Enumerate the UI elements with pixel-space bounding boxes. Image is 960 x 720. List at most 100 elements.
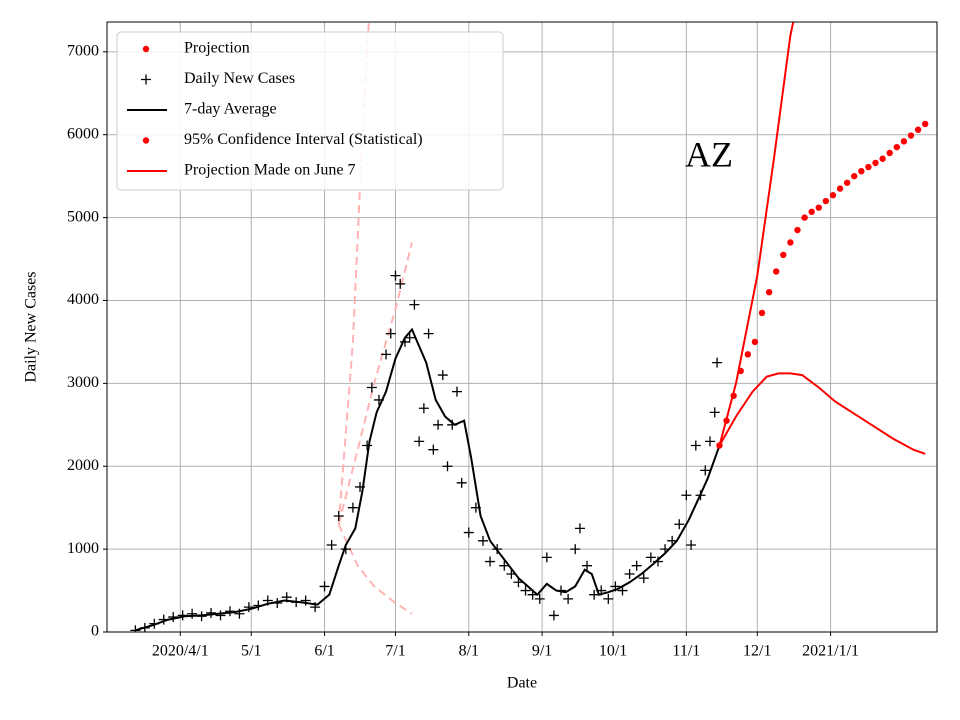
x-tick-label: 5/1	[241, 643, 261, 660]
case-marker	[347, 502, 358, 513]
case-marker	[319, 581, 330, 592]
case-marker	[451, 386, 462, 397]
case-marker	[690, 440, 701, 451]
case-marker	[385, 328, 396, 339]
projection-dot	[815, 204, 822, 211]
projection-dot	[744, 351, 752, 358]
y-tick-label: 7000	[67, 43, 99, 60]
case-marker	[506, 568, 517, 579]
projection-dot	[900, 138, 908, 145]
ci-upper-line	[718, 22, 795, 446]
case-marker	[390, 270, 401, 281]
case-marker	[589, 589, 600, 600]
case-marker	[234, 608, 245, 619]
case-marker	[168, 612, 179, 623]
case-marker	[215, 610, 226, 621]
case-marker	[667, 535, 678, 546]
case-marker	[423, 328, 434, 339]
june-projection-line	[337, 22, 370, 525]
case-marker	[149, 618, 160, 629]
x-tick-label: 9/1	[532, 643, 552, 660]
legend-label: 7-day Average	[184, 101, 277, 118]
case-marker	[253, 600, 264, 611]
axes: 0 1000 2000 3000 4000 5000 6000 7000 2020/4/1 5/1…	[67, 43, 859, 660]
projection-dot	[801, 214, 808, 221]
projection-dot	[829, 192, 837, 199]
case-marker	[418, 403, 429, 414]
case-marker	[362, 440, 373, 451]
x-axis-label: Date	[507, 675, 537, 692]
case-marker	[433, 419, 444, 430]
case-marker	[447, 419, 458, 430]
case-marker	[281, 592, 292, 603]
projection-dot	[907, 132, 915, 139]
case-marker	[470, 502, 481, 513]
case-marker	[291, 597, 302, 608]
projection-dot	[730, 392, 737, 399]
x-tick-label: 2021/1/1	[802, 643, 859, 660]
case-marker	[437, 370, 448, 381]
case-marker	[704, 436, 715, 447]
y-tick-label: 3000	[67, 374, 99, 391]
case-marker	[709, 407, 720, 418]
case-marker	[262, 595, 273, 606]
plot-frame	[106, 21, 938, 633]
projection-dot	[780, 251, 787, 259]
case-marker	[610, 581, 621, 592]
case-marker	[272, 597, 283, 608]
case-marker	[456, 477, 467, 488]
projection-dot	[886, 149, 893, 157]
case-marker	[399, 336, 410, 347]
x-tick-label: 12/1	[743, 643, 771, 660]
average-line	[135, 327, 721, 632]
x-tick-label: 10/1	[599, 643, 627, 660]
case-marker	[243, 602, 254, 613]
case-marker	[695, 490, 706, 501]
case-marker	[395, 278, 406, 289]
projection-dot	[921, 120, 929, 128]
june-projection-line	[337, 242, 413, 525]
case-marker	[381, 349, 392, 360]
case-marker	[700, 465, 711, 476]
case-marker	[177, 610, 188, 621]
case-marker	[548, 610, 559, 621]
case-marker	[206, 607, 217, 618]
projection-dot	[914, 126, 922, 133]
y-tick-label: 4000	[67, 291, 99, 308]
case-marker	[366, 382, 377, 393]
case-marker	[404, 332, 415, 343]
x-tick-label: 2020/4/1	[152, 643, 209, 660]
projection-dot	[808, 208, 815, 215]
case-marker	[603, 593, 614, 604]
projection-dot	[879, 155, 886, 162]
case-marker	[310, 602, 321, 613]
x-tick-label: 7/1	[385, 643, 405, 660]
case-marker	[463, 527, 474, 538]
legend-label: 95% Confidence Interval (Statistical)	[184, 131, 423, 148]
legend-marker	[142, 45, 150, 53]
projection-dot	[836, 185, 844, 192]
y-tick-label: 1000	[67, 540, 99, 557]
case-marker	[355, 481, 366, 492]
case-marker	[652, 556, 663, 567]
case-marker	[224, 606, 235, 617]
x-tick-label: 8/1	[459, 643, 479, 660]
case-marker	[645, 552, 656, 563]
legend-label: Daily New Cases	[184, 70, 295, 87]
case-marker	[574, 523, 585, 534]
case-marker	[130, 625, 141, 632]
legend: Projection Daily New Cases 7-day Average 95…	[116, 31, 504, 191]
case-marker	[570, 544, 581, 555]
projection-dot	[758, 309, 766, 317]
projection-dot	[865, 163, 872, 171]
case-marker	[139, 622, 150, 632]
case-marker	[556, 585, 567, 596]
case-marker	[712, 357, 723, 368]
case-marker	[428, 444, 439, 455]
case-marker	[534, 593, 545, 604]
case-marker	[686, 539, 697, 550]
legend-label: Projection	[184, 40, 250, 57]
projection-dot	[822, 197, 830, 205]
case-marker	[414, 436, 425, 447]
